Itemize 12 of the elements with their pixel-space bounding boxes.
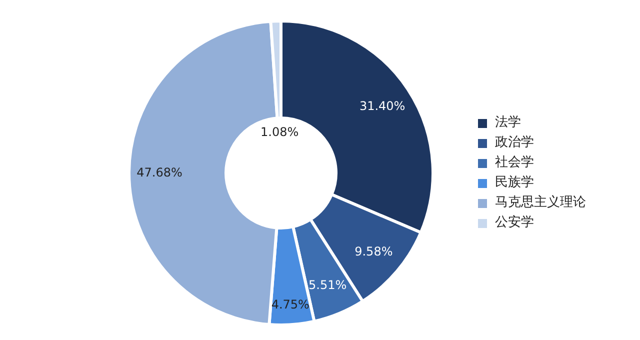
legend-label: 社会学 <box>495 154 534 172</box>
legend-label: 政治学 <box>495 134 534 152</box>
data-label: 9.58% <box>354 244 393 259</box>
legend-label: 法学 <box>495 114 521 132</box>
legend-label: 公安学 <box>495 214 534 232</box>
data-label: 47.68% <box>136 165 182 180</box>
data-label: 5.51% <box>308 278 347 292</box>
legend-label: 马克思主义理论 <box>495 194 586 212</box>
data-label: 31.40% <box>359 98 406 113</box>
legend-label: 民族学 <box>495 174 534 192</box>
data-label: 4.75% <box>271 298 310 312</box>
data-label: 1.08% <box>260 125 299 140</box>
